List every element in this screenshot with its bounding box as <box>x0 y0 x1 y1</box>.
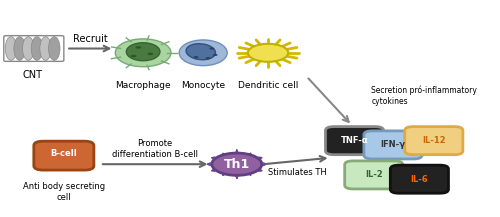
Circle shape <box>194 56 198 58</box>
Text: Th1: Th1 <box>224 158 250 171</box>
Ellipse shape <box>186 44 216 60</box>
Text: IL-2: IL-2 <box>365 170 382 179</box>
Text: TNF-α: TNF-α <box>340 136 368 145</box>
FancyBboxPatch shape <box>34 141 94 170</box>
Text: Stimulates TH: Stimulates TH <box>268 168 326 178</box>
Text: Secretion pró-inflammatory
cytokines: Secretion pró-inflammatory cytokines <box>372 86 477 106</box>
Text: IFN-γ: IFN-γ <box>380 140 406 150</box>
Text: Macrophage: Macrophage <box>116 81 171 90</box>
Text: Recruit: Recruit <box>73 34 108 44</box>
Text: Anti body secreting
cell: Anti body secreting cell <box>23 182 105 202</box>
Ellipse shape <box>14 37 26 60</box>
Text: CNT: CNT <box>22 70 42 80</box>
Text: IL-12: IL-12 <box>422 136 446 145</box>
Ellipse shape <box>22 37 34 60</box>
Text: Dendritic cell: Dendritic cell <box>238 81 298 90</box>
Circle shape <box>206 57 210 59</box>
Ellipse shape <box>48 37 60 60</box>
Circle shape <box>148 53 153 55</box>
Text: Monocyte: Monocyte <box>181 81 225 90</box>
Ellipse shape <box>5 37 17 60</box>
FancyBboxPatch shape <box>390 165 448 193</box>
Ellipse shape <box>126 43 160 61</box>
Circle shape <box>212 153 262 175</box>
FancyBboxPatch shape <box>404 127 463 155</box>
Ellipse shape <box>116 39 171 67</box>
Circle shape <box>213 54 218 56</box>
Text: IL-6: IL-6 <box>410 175 428 184</box>
Ellipse shape <box>179 40 227 66</box>
FancyBboxPatch shape <box>344 161 403 189</box>
Ellipse shape <box>31 37 42 60</box>
Circle shape <box>210 48 214 50</box>
Circle shape <box>130 55 136 57</box>
Ellipse shape <box>40 37 52 60</box>
FancyBboxPatch shape <box>326 127 384 155</box>
Text: B-cell: B-cell <box>50 149 77 158</box>
Circle shape <box>136 46 141 49</box>
Text: Promote
differentiation B-cell: Promote differentiation B-cell <box>112 140 198 159</box>
FancyBboxPatch shape <box>364 131 422 159</box>
Circle shape <box>248 44 288 62</box>
